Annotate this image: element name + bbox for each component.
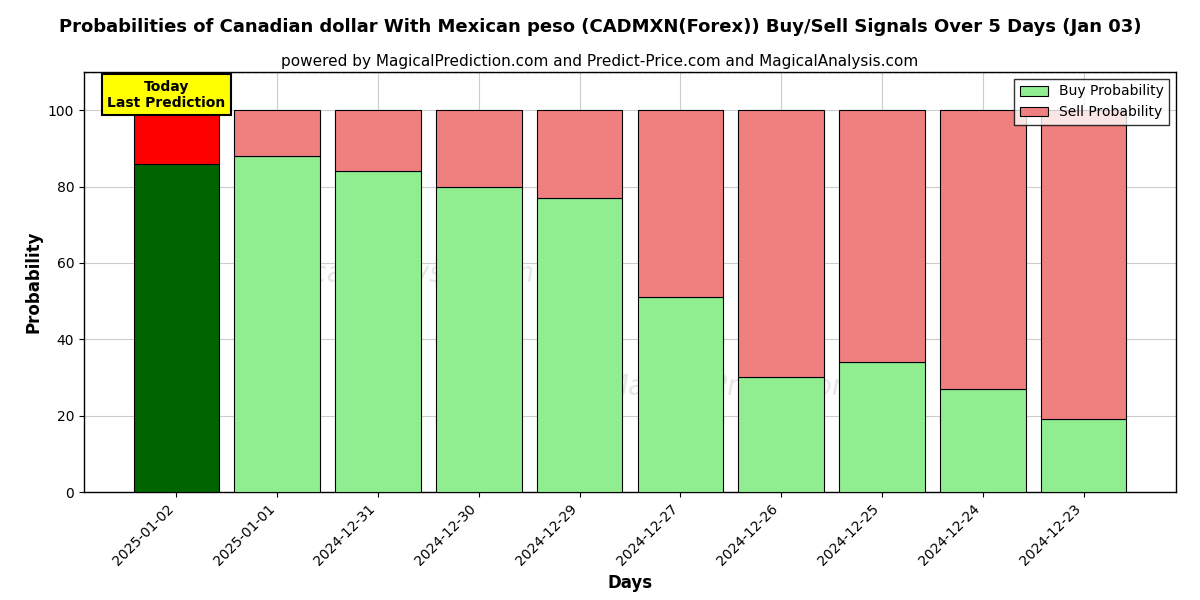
- Bar: [637, 110, 724, 297]
- Bar: [335, 171, 421, 492]
- Text: Today
Last Prediction: Today Last Prediction: [107, 80, 226, 110]
- Bar: [637, 297, 724, 492]
- Bar: [133, 110, 220, 164]
- Bar: [1040, 419, 1127, 492]
- Bar: [335, 110, 421, 171]
- Bar: [536, 110, 623, 198]
- Bar: [940, 389, 1026, 492]
- Bar: [839, 110, 925, 362]
- Bar: [436, 187, 522, 492]
- Bar: [738, 377, 824, 492]
- Text: MagicalAnalysis.com: MagicalAnalysis.com: [245, 260, 534, 287]
- Bar: [234, 156, 320, 492]
- Bar: [234, 110, 320, 156]
- Bar: [738, 110, 824, 377]
- Bar: [436, 110, 522, 187]
- Text: MagicalPrediction.com: MagicalPrediction.com: [605, 373, 918, 401]
- Legend: Buy Probability, Sell Probability: Buy Probability, Sell Probability: [1014, 79, 1169, 125]
- Bar: [133, 164, 220, 492]
- Y-axis label: Probability: Probability: [24, 231, 42, 333]
- Bar: [1040, 110, 1127, 419]
- Bar: [536, 198, 623, 492]
- Text: Probabilities of Canadian dollar With Mexican peso (CADMXN(Forex)) Buy/Sell Sign: Probabilities of Canadian dollar With Me…: [59, 18, 1141, 36]
- Bar: [940, 110, 1026, 389]
- Text: powered by MagicalPrediction.com and Predict-Price.com and MagicalAnalysis.com: powered by MagicalPrediction.com and Pre…: [281, 54, 919, 69]
- X-axis label: Days: Days: [607, 574, 653, 592]
- Bar: [839, 362, 925, 492]
